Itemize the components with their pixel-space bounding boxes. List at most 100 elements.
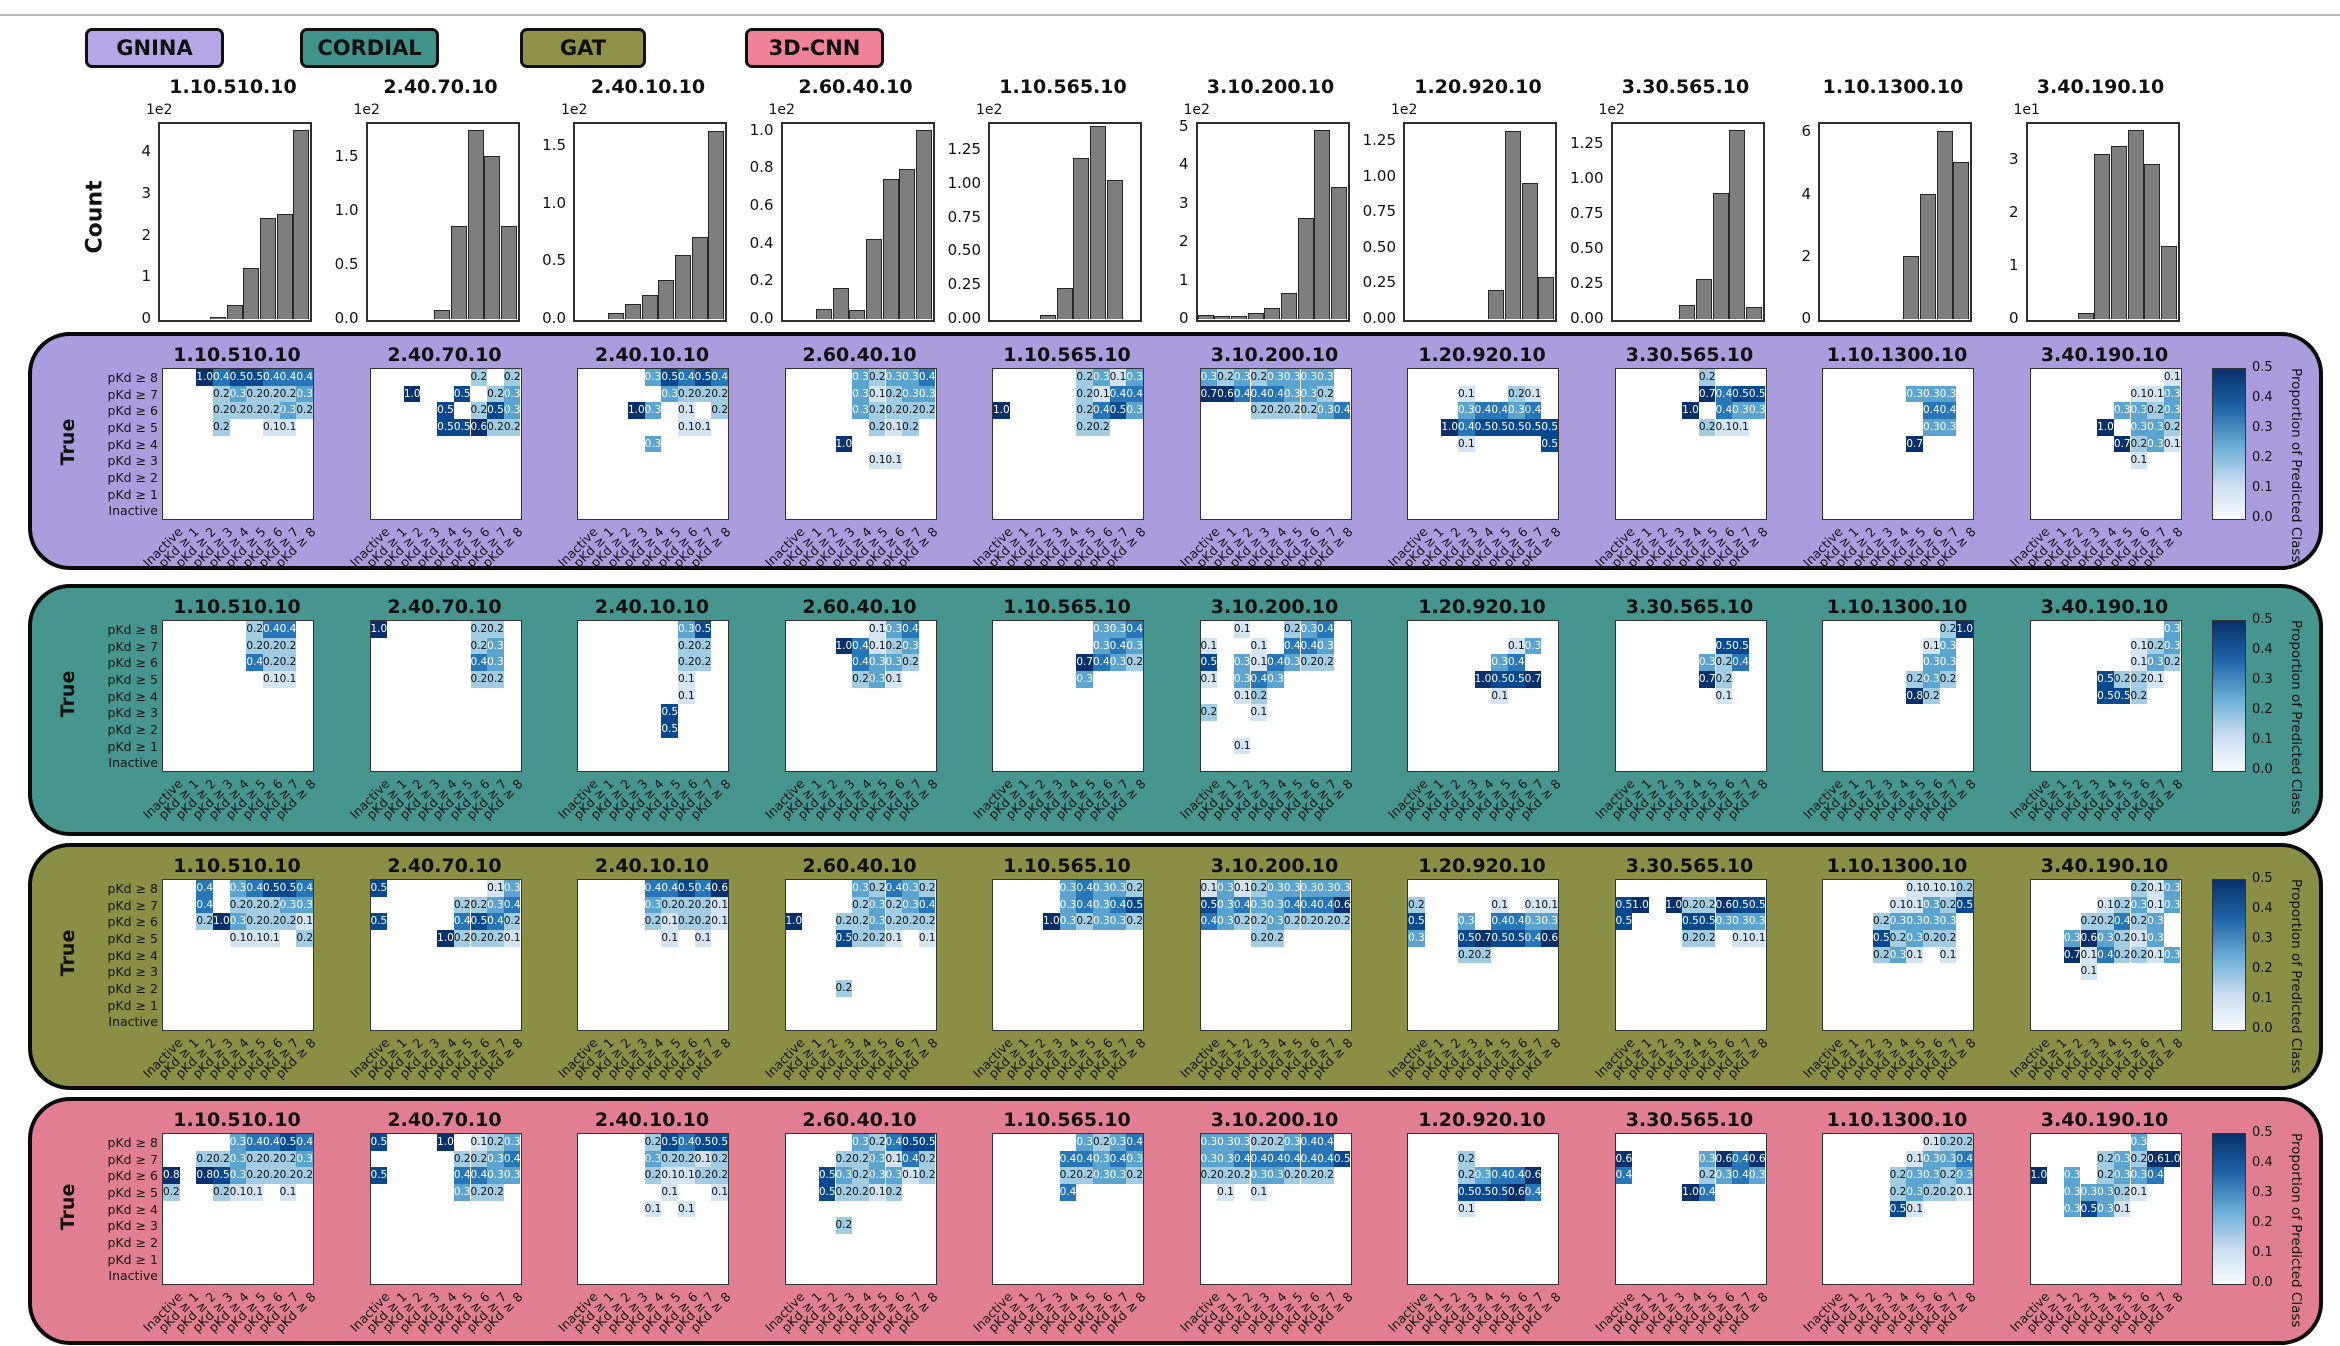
heatmap-cell: 0.4 xyxy=(919,896,936,914)
heatmap-cell: 0.2 xyxy=(263,637,280,655)
heatmap-cell: 0.3 xyxy=(504,1134,521,1151)
heatmap-2.60.40.10: 0.1 0.3 0.4 1.0 0.4 0.1 0.2 0.3 0.4 0.3 0.3 0.2 0.2 0… xyxy=(784,620,937,772)
heatmap-ytick: pKd ≥ 6 xyxy=(107,1168,158,1184)
heatmap-cell: 0.2 xyxy=(213,402,230,419)
histogram-ytick: 0.5 xyxy=(542,251,566,270)
heatmap-cell: 0.2 xyxy=(885,896,902,914)
heatmap-cell: 0.1 xyxy=(885,671,902,688)
heatmap-cell: 0.1 xyxy=(678,687,695,705)
heatmap-cell: 0.2 xyxy=(1940,671,1956,688)
heatmap-cell: 1.0 xyxy=(835,637,852,655)
colorbar-tick: 0.4 xyxy=(2252,390,2273,405)
heatmap-cell: 0.4 xyxy=(1267,385,1284,403)
heatmap-cell: 0.3 xyxy=(645,896,661,914)
heatmap-cell: 0.5 xyxy=(1873,930,1890,947)
histogram-bar xyxy=(2127,129,2144,319)
heatmap-cell: 0.3 xyxy=(2130,896,2147,914)
heatmap-2.60.40.10: 0.3 0.2 0.4 0.5 0.5 0.2 0.2 0.3 0.1 0.4 0.2 0.5 0.3 0… xyxy=(784,1133,937,1285)
heatmap-cell: 0.3 xyxy=(1940,385,1956,403)
heatmap-cell: 0.5 xyxy=(661,704,678,721)
heatmap-cell: 0.2 xyxy=(2130,946,2147,964)
heatmap-cell: 0.1 xyxy=(678,1200,695,1218)
histogram-bar xyxy=(2160,246,2177,319)
heatmap-cell: 0.2 xyxy=(645,913,661,930)
histogram-bar xyxy=(708,131,725,319)
histogram-bar xyxy=(434,310,451,319)
heatmap-cell: 0.2 xyxy=(661,896,678,914)
heatmap-cell: 0.6 xyxy=(470,419,487,436)
heatmap-ytick: pKd ≥ 8 xyxy=(107,370,158,385)
heatmap-2.40.10.10: 0.3 0.5 0.4 0.5 0.4 0.3 0.2 0.2 0.2 1.0 0.3 0.1 0.2 0… xyxy=(577,368,729,520)
colorbar-tick: 0.0 xyxy=(2252,510,2273,525)
heatmap-1.10.510.10: 0.3 0.4 0.4 0.5 0.4 0.2 0.2 0.3 0.2 0.2 0.2 0.3 0.8 0… xyxy=(162,1133,314,1285)
heatmap-1.10.510.10: 0.2 0.4 0.4 0.2 0.2 0.2 0.4 0.2 0.2 0.1 0.1 xyxy=(162,620,314,772)
histogram-ytick: 0.5 xyxy=(334,255,359,274)
heatmap-cell: 0.2 xyxy=(2147,402,2164,419)
heatmap-cell: 1.0 xyxy=(370,621,387,638)
heatmap-ytick: pKd ≥ 6 xyxy=(107,914,158,930)
heatmap-cell: 0.2 xyxy=(263,896,280,914)
heatmap-cell: 0.1 xyxy=(1458,435,1475,453)
heatmap-cell: 0.5 xyxy=(1491,930,1508,947)
heatmap-cell: 0.2 xyxy=(470,369,487,386)
heatmap-cell: 0.5 xyxy=(1475,419,1491,436)
histogram-bar xyxy=(625,304,642,319)
heatmap-cell: 0.8 xyxy=(163,1167,180,1184)
heatmap-cell: 0.2 xyxy=(280,654,296,671)
histogram-ytick: 1.00 xyxy=(1362,166,1396,185)
histogram-ytick: 4 xyxy=(141,142,151,161)
heatmap-cell: 0.2 xyxy=(246,1167,263,1184)
heatmap-cell: 0.2 xyxy=(852,671,869,688)
heatmap-cell: 0.6 xyxy=(1541,930,1558,947)
heatmap-cell: 0.1 xyxy=(2147,896,2164,914)
heatmap-ytick: pKd ≥ 2 xyxy=(107,1235,158,1250)
heatmap-cell: 0.2 xyxy=(1940,896,1956,914)
heatmap-cell: 0.4 xyxy=(1110,896,1126,914)
heatmap-cell: 0.2 xyxy=(2130,1150,2147,1168)
heatmap-ytick: pKd ≥ 8 xyxy=(107,881,158,896)
heatmap-cell: 0.5 xyxy=(1334,1150,1351,1168)
heatmap-cell: 0.4 xyxy=(1317,1150,1334,1168)
heatmap-cell: 0.2 xyxy=(2130,880,2147,897)
histogram-title: 3.10.200.10 xyxy=(1206,76,1335,98)
heatmap-cell: 0.4 xyxy=(1284,896,1301,914)
heatmap-cell: 0.1 xyxy=(1525,385,1541,403)
heatmap-1.20.920.10: 0.1 0.2 0.1 0.3 0.4 0.4 0.3 0.4 1.0 0.4 0.5 0.5 0.5 0… xyxy=(1407,368,1559,520)
heatmap-cell: 0.2 xyxy=(1267,402,1284,419)
histogram-ytick: 0.75 xyxy=(1570,204,1604,222)
heatmap-cell: 0.3 xyxy=(835,1167,852,1184)
heatmap-cell: 0.3 xyxy=(1267,671,1284,688)
heatmap-cell: 0.4 xyxy=(2147,1167,2164,1184)
heatmap-cell: 1.0 xyxy=(437,1134,454,1151)
colorbar xyxy=(2212,879,2246,1031)
heatmap-cell: 0.3 xyxy=(1749,402,1766,419)
heatmap-cell: 0.3 xyxy=(919,385,936,403)
heatmap-cell: 0.1 xyxy=(1200,637,1217,655)
axis-offset-label: 1e2 xyxy=(1598,102,1625,118)
heatmap-cell: 0.2 xyxy=(1126,880,1143,897)
heatmap-cell: 0.2 xyxy=(470,930,487,947)
heatmap-cell: 0.3 xyxy=(2064,930,2081,947)
heatmap-cell: 0.4 xyxy=(1250,1150,1267,1168)
heatmap-cell: 0.2 xyxy=(1076,385,1093,403)
heatmap-cell: 0.3 xyxy=(1267,1167,1284,1184)
heatmap-cell: 0.3 xyxy=(2164,637,2181,655)
heatmap-cell: 0.2 xyxy=(296,930,313,947)
heatmap-cell: 0.5 xyxy=(370,913,387,930)
heatmap-cell: 0.4 xyxy=(280,621,296,638)
heatmap-cell: 0.5 xyxy=(661,721,678,738)
heatmap-cell: 0.2 xyxy=(645,1134,661,1151)
heatmap-ytick: pKd ≥ 3 xyxy=(107,964,158,980)
histogram-bar xyxy=(865,238,882,319)
heatmap-cell: 0.5 xyxy=(695,369,711,386)
heatmap-2.40.70.10: 0.5 1.0 0.1 0.2 0.3 0.2 0.2 0.3 0.4 0.5 0.4 0.4 0.3 0… xyxy=(369,1133,522,1285)
heatmap-cell: 0.1 xyxy=(2080,946,2097,964)
heatmap-cell: 0.2 xyxy=(1334,913,1351,930)
heatmap-cell: 0.1 xyxy=(246,1184,263,1201)
histogram-ytick: 0.75 xyxy=(1362,202,1396,221)
heatmap-cell: 0.5 xyxy=(695,1134,711,1151)
heatmap-cell: 1.0 xyxy=(1632,896,1649,914)
heatmap-cell: 1.0 xyxy=(404,385,421,403)
heatmap-cell: 0.2 xyxy=(1715,654,1732,671)
heatmap-cell: 0.5 xyxy=(1200,654,1217,671)
